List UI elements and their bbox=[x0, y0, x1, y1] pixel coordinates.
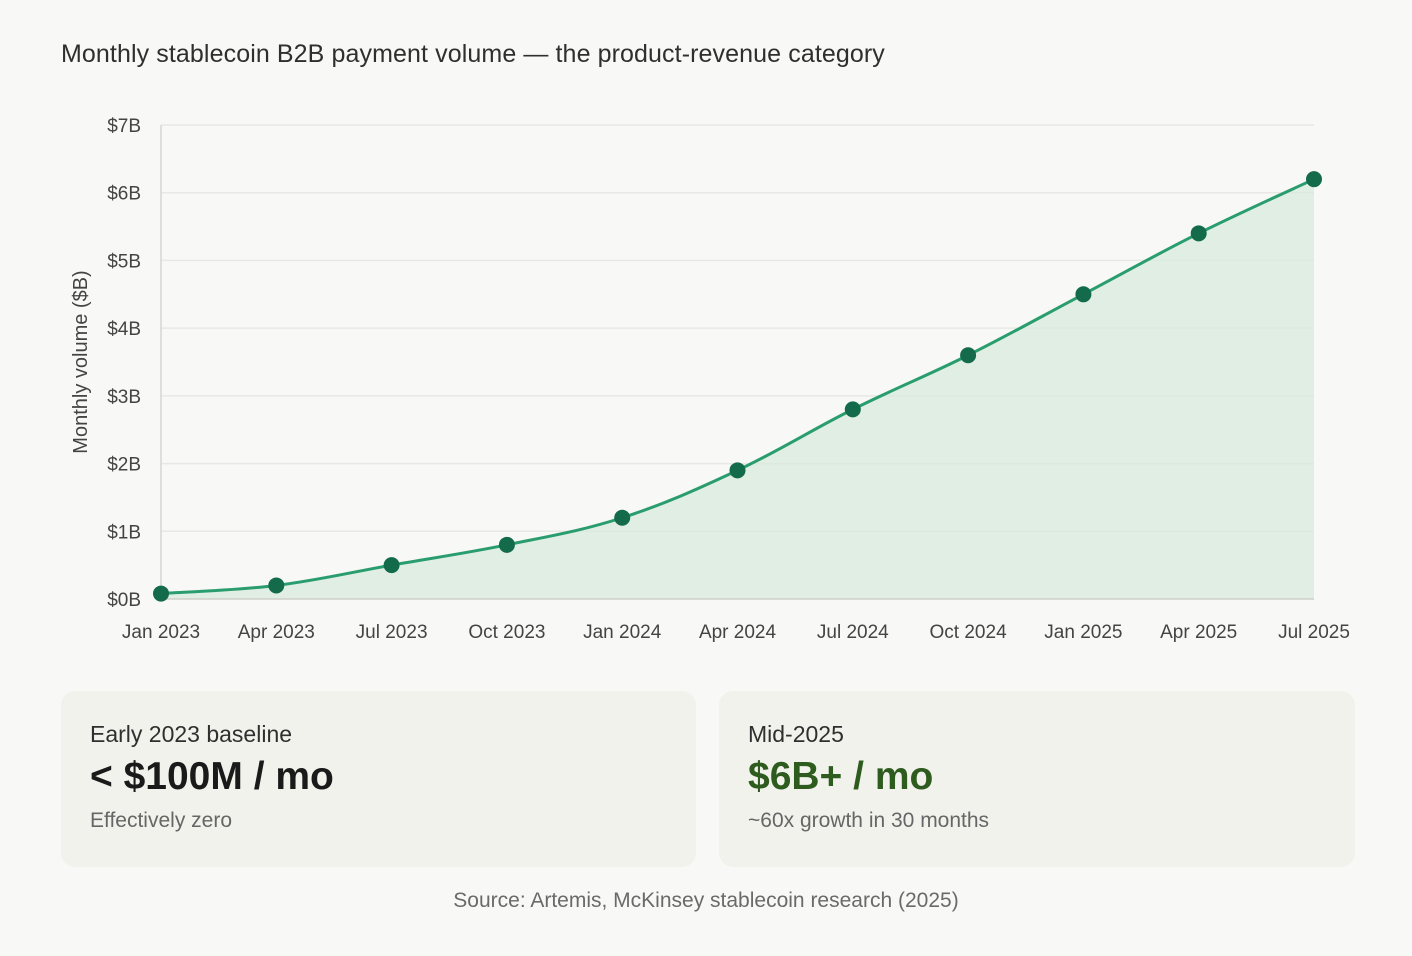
x-tick-label: Jan 2025 bbox=[1044, 622, 1122, 643]
y-tick-label: $7B bbox=[107, 116, 141, 137]
baseline-card-subtext: Effectively zero bbox=[90, 809, 233, 832]
y-tick-label: $4B bbox=[107, 319, 141, 340]
data-points bbox=[153, 171, 1322, 602]
y-tick-labels: $0B $1B $2B $3B $4B $5B $6B $7B bbox=[107, 116, 141, 611]
series-line bbox=[160, 177, 1315, 596]
y-tick-label: $6B bbox=[107, 184, 141, 205]
mid-2025-card: Mid-2025 $6B+ / mo ~60x growth in 30 mon… bbox=[719, 691, 1355, 867]
x-tick-label: Jul 2023 bbox=[356, 622, 428, 643]
y-tick-label: $2B bbox=[107, 455, 141, 476]
axes bbox=[160, 125, 1314, 600]
data-point bbox=[614, 509, 631, 526]
data-point bbox=[1075, 286, 1092, 303]
line-area-chart: $0B $1B $2B $3B $4B $5B $6B $7B Jan 2023 Apr 202… bbox=[70, 116, 1350, 643]
x-tick-label: Jul 2024 bbox=[817, 622, 889, 643]
area-fill-layer bbox=[161, 179, 1314, 599]
y-tick-label: $0B bbox=[107, 590, 141, 611]
y-tick-label: $5B bbox=[107, 251, 141, 272]
data-point bbox=[498, 536, 515, 553]
data-point bbox=[729, 462, 746, 479]
x-tick-label: Oct 2023 bbox=[468, 622, 545, 643]
series-line-layer bbox=[160, 177, 1315, 596]
x-tick-label: Jan 2023 bbox=[122, 622, 200, 643]
x-tick-label: Oct 2024 bbox=[930, 622, 1008, 643]
x-tick-label: Jan 2024 bbox=[583, 622, 662, 643]
source-note: Source: Artemis, McKinsey stablecoin res… bbox=[453, 889, 959, 912]
mid-2025-card-value: $6B+ / mo bbox=[748, 755, 934, 798]
area-fill bbox=[161, 179, 1314, 599]
mid-2025-card-subtext: ~60x growth in 30 months bbox=[748, 809, 990, 832]
y-tick-label: $3B bbox=[107, 387, 141, 408]
x-tick-label: Jul 2025 bbox=[1278, 622, 1350, 643]
data-point bbox=[844, 401, 861, 418]
baseline-card-value: < $100M / mo bbox=[90, 755, 334, 798]
x-tick-label: Apr 2023 bbox=[238, 622, 315, 643]
chart-title: Monthly stablecoin B2B payment volume — … bbox=[61, 40, 885, 68]
data-point bbox=[960, 347, 977, 364]
x-tick-label: Apr 2024 bbox=[699, 622, 777, 643]
mid-2025-card-label: Mid-2025 bbox=[748, 721, 844, 747]
y-tick-label: $1B bbox=[107, 522, 141, 543]
y-axis-label: Monthly volume ($B) bbox=[70, 270, 92, 453]
data-point bbox=[383, 557, 400, 574]
x-tick-label: Apr 2025 bbox=[1160, 622, 1237, 643]
data-point bbox=[268, 577, 285, 594]
baseline-card-label: Early 2023 baseline bbox=[90, 721, 293, 747]
data-point bbox=[1190, 225, 1207, 242]
data-point bbox=[1306, 171, 1322, 188]
x-tick-labels: Jan 2023 Apr 2023 Jul 2023 Oct 2023 Jan 2024… bbox=[122, 622, 1350, 643]
baseline-card: Early 2023 baseline < $100M / mo Effecti… bbox=[61, 691, 696, 867]
data-point bbox=[153, 585, 169, 602]
